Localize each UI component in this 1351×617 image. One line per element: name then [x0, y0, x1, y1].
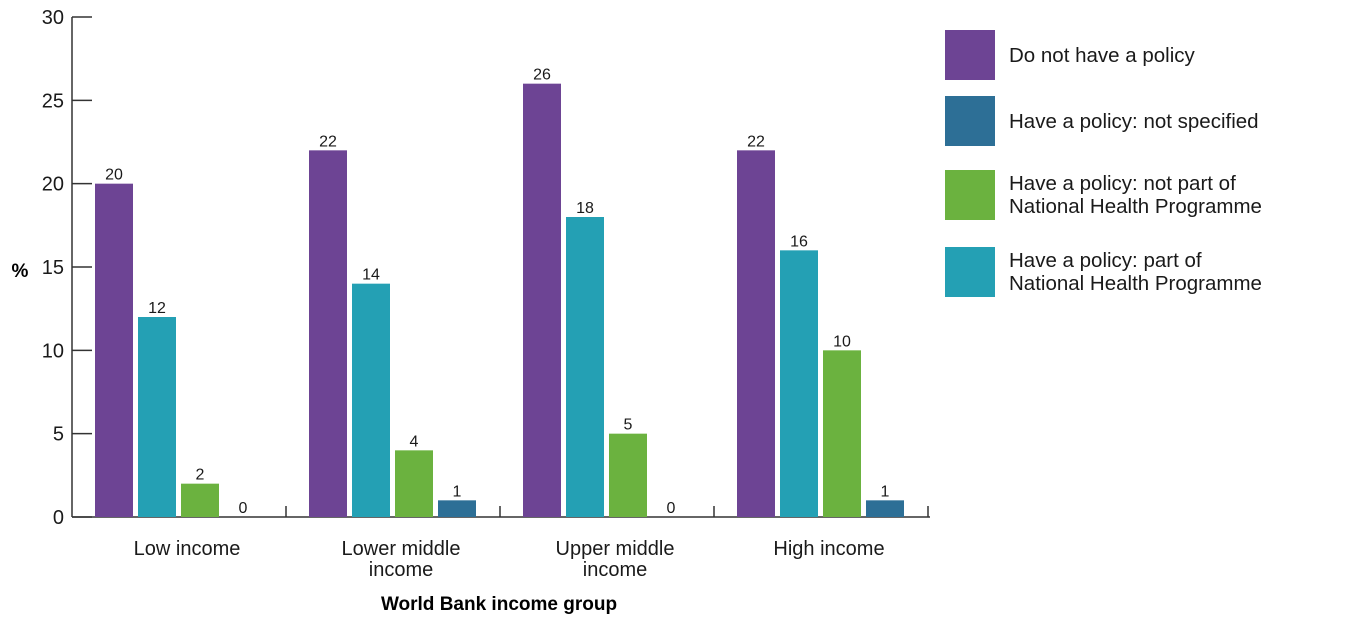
legend-label: Have a policy: part of National Health P…	[1009, 249, 1262, 295]
data-label: 5	[624, 417, 633, 434]
bar	[609, 433, 647, 517]
bar	[866, 500, 904, 517]
y-axis: 0 5 10 15 20 25 30	[42, 7, 92, 529]
bar	[309, 150, 347, 518]
legend-item: Have a policy: not specified	[945, 96, 1259, 146]
x-tick-label: Upper middle income	[556, 538, 675, 581]
data-label: 22	[319, 133, 337, 150]
y-tick-label: 30	[42, 7, 64, 29]
bar	[95, 183, 133, 517]
y-axis-label: %	[12, 261, 29, 282]
bar	[780, 250, 818, 518]
bar	[395, 450, 433, 517]
legend-swatch	[945, 96, 995, 146]
y-tick-label: 0	[53, 507, 64, 529]
bar	[138, 317, 176, 517]
data-label: 26	[533, 67, 551, 84]
data-label: 10	[833, 333, 851, 350]
bar	[823, 350, 861, 517]
data-label: 0	[667, 500, 676, 517]
bar	[181, 483, 219, 517]
y-tick-label: 20	[42, 174, 64, 196]
x-tick-label: High income	[773, 538, 884, 560]
legend-item: Do not have a policy	[945, 30, 1195, 80]
bar	[523, 83, 561, 518]
data-label: 18	[576, 200, 594, 217]
legend-swatch	[945, 170, 995, 220]
x-tick-label: Low income	[134, 538, 241, 560]
data-label: 4	[410, 433, 419, 450]
bar	[566, 217, 604, 517]
legend-item: Have a policy: part of National Health P…	[945, 247, 1262, 297]
legend-swatch	[945, 30, 995, 80]
bar	[352, 283, 390, 517]
data-label: 1	[881, 483, 890, 500]
data-label: 1	[453, 483, 462, 500]
data-label: 20	[105, 167, 123, 184]
bar	[438, 500, 476, 517]
bar	[737, 150, 775, 518]
y-tick-label: 5	[53, 424, 64, 446]
data-label: 12	[148, 300, 166, 317]
y-tick-label: 25	[42, 90, 64, 112]
legend-label: Do not have a policy	[1009, 43, 1195, 67]
y-tick-label: 15	[42, 257, 64, 279]
legend-label: Have a policy: not part of National Heal…	[1009, 172, 1262, 218]
data-label: 16	[790, 233, 808, 250]
data-label: 0	[239, 500, 248, 517]
y-tick-label: 10	[42, 340, 64, 362]
legend-swatch	[945, 247, 995, 297]
x-tick-label: Lower middle income	[342, 538, 461, 581]
legend-item: Have a policy: not part of National Heal…	[945, 170, 1262, 220]
data-label: 22	[747, 133, 765, 150]
legend-label: Have a policy: not specified	[1009, 109, 1259, 133]
x-axis-label: World Bank income group	[381, 594, 617, 615]
data-label: 2	[196, 467, 205, 484]
data-label: 14	[362, 267, 380, 284]
x-axis: Low income Lower middle income Upper middle…	[72, 506, 930, 581]
